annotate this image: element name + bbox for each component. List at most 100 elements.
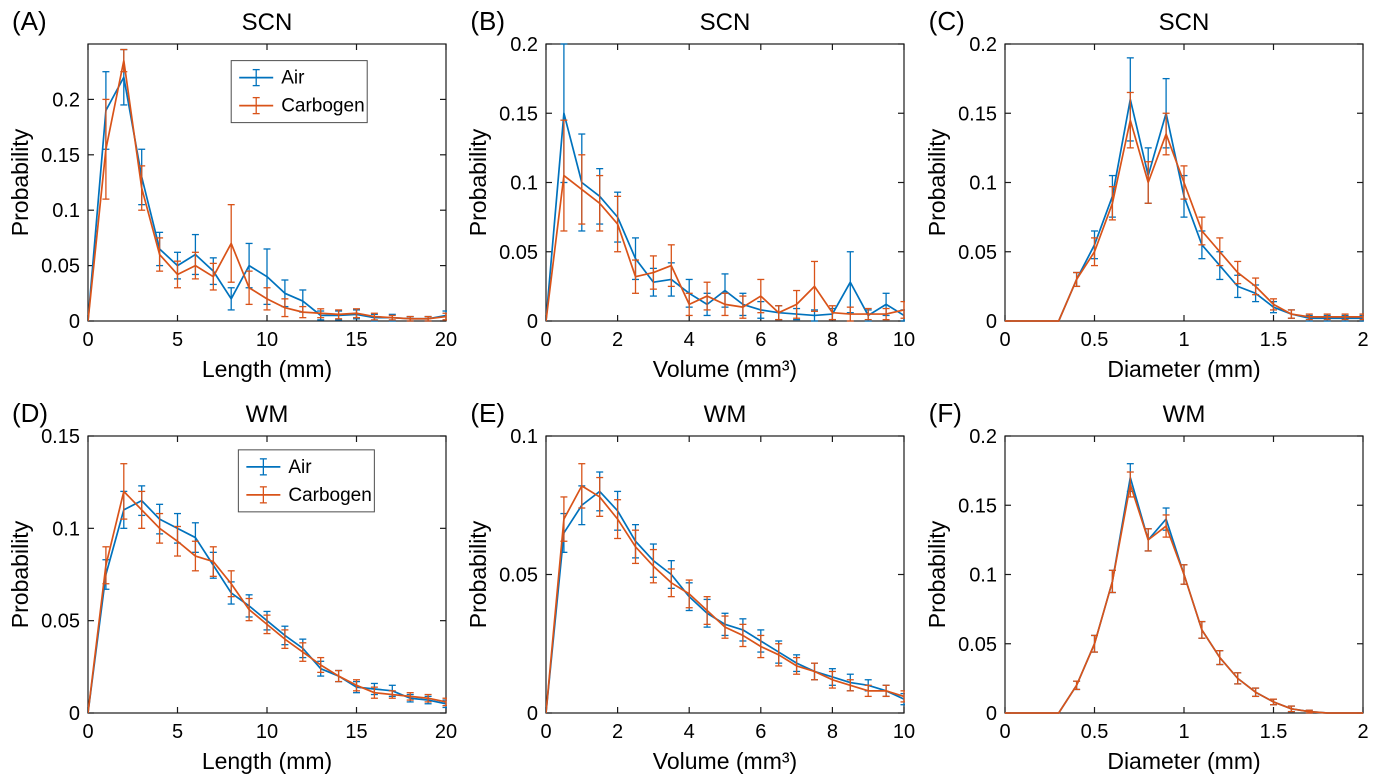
x-tick-label: 1: [1178, 721, 1189, 743]
y-tick-label: 0.1: [511, 173, 539, 195]
y-axis-ticks: 0 0.05 0.1 0.15: [41, 426, 446, 725]
chart-wm-volume: 0 2 4 6 8 10 0 0.05 0.1 WM Volume (mm³) Probability: [465, 401, 915, 774]
x-axis-label: Length (mm): [202, 356, 332, 382]
series-carbogen: [546, 119, 906, 322]
legend-entry-label: Carbogen: [281, 96, 364, 117]
y-tick-label: 0: [527, 311, 538, 333]
legend-box: [237, 448, 375, 512]
y-tick-label: 0.1: [52, 518, 80, 540]
x-tick-label: 1.5: [1259, 329, 1287, 351]
y-tick-label: 0.05: [41, 256, 80, 278]
series-line: [88, 59, 447, 322]
x-tick-label: 6: [756, 329, 767, 351]
y-tick-label: 0.1: [969, 564, 997, 586]
x-axis-ticks: 0 5 10 15 20: [82, 435, 457, 743]
x-tick-label: 2: [612, 721, 623, 743]
y-axis-label: Probability: [924, 128, 950, 236]
x-tick-label: 2: [612, 329, 623, 351]
y-tick-label: 0.05: [499, 564, 538, 586]
y-axis-ticks: 0 0.05 0.1 0.15 0.2: [958, 34, 1363, 333]
series-line: [88, 499, 447, 713]
series-line: [1004, 119, 1363, 322]
y-tick-label: 0.15: [499, 103, 538, 125]
y-tick-label: 0: [986, 703, 997, 725]
x-tick-label: 0: [999, 329, 1010, 351]
y-tick-label: 0.1: [511, 426, 539, 448]
chart-title: SCN: [700, 9, 751, 36]
y-tick-label: 0.2: [52, 89, 80, 111]
x-tick-label: 8: [827, 721, 838, 743]
panel-letter-e: (E): [470, 397, 505, 428]
legend: Air Carbogen: [230, 60, 368, 124]
panel-f: (F) 0 0.5 1 1.5 2 0 0.05 0.1 0.15 0.2 WM Diameter (…: [917, 392, 1375, 783]
panel-letter-b: (B): [470, 6, 505, 36]
y-tick-label: 0.15: [958, 495, 997, 517]
y-axis-ticks: 0 0.05 0.1 0.15 0.2: [499, 34, 905, 333]
panel-letter-f: (F): [928, 397, 962, 428]
series-line: [88, 490, 447, 713]
x-tick-label: 20: [435, 329, 457, 351]
x-tick-label: 0: [541, 329, 552, 351]
y-tick-label: 0.1: [52, 200, 80, 222]
series-carbogen: [1004, 91, 1364, 322]
x-tick-label: 20: [435, 721, 457, 743]
legend-box: [230, 60, 368, 124]
x-axis-ticks: 0 5 10 15 20: [82, 44, 457, 351]
x-axis-ticks: 0 0.5 1 1.5 2: [999, 435, 1368, 743]
chart-title: SCN: [1158, 9, 1209, 36]
panel-letter-c: (C): [928, 6, 965, 36]
x-tick-label: 4: [684, 721, 695, 743]
x-axis-ticks: 0 2 4 6 8 10: [541, 435, 915, 743]
y-tick-label: 0.05: [958, 633, 997, 655]
y-tick-label: 0.05: [958, 242, 997, 264]
panel-d: (D) 0 5 10 15 20 0 0.05 0.1 0.15 WM Length (mm) Pro…: [0, 392, 458, 783]
x-tick-label: 1.5: [1259, 721, 1287, 743]
x-tick-label: 2: [1357, 329, 1368, 351]
y-axis-label: Probability: [7, 128, 33, 236]
panel-letter-d: (D): [12, 397, 49, 428]
chart-wm-length: 0 5 10 15 20 0 0.05 0.1 0.15 WM Length (mm) Probabi…: [7, 401, 457, 774]
panel-letter-a: (A): [12, 6, 47, 36]
chart-title: SCN: [242, 9, 293, 36]
y-axis-label: Probability: [465, 128, 491, 236]
y-axis-ticks: 0 0.05 0.1 0.15 0.2: [41, 89, 446, 333]
x-axis-label: Diameter (mm): [1107, 356, 1260, 382]
y-axis-label: Probability: [465, 520, 491, 628]
panel-b: (B) 0 2 4 6 8 10 0 0.05 0.1 0.15 0.2 SCN Volume (mm³…: [458, 0, 916, 391]
legend: Air Carbogen: [237, 448, 375, 512]
x-axis-label: Length (mm): [202, 748, 332, 774]
y-tick-label: 0: [69, 703, 80, 725]
series-air: [1004, 462, 1363, 714]
y-axis-ticks: 0 0.05 0.1: [499, 426, 905, 725]
x-tick-label: 1: [1178, 329, 1189, 351]
series-line: [1004, 483, 1363, 714]
x-tick-label: 0: [82, 721, 93, 743]
x-tick-label: 5: [172, 721, 183, 743]
y-tick-label: 0.15: [958, 103, 997, 125]
series-carbogen: [88, 48, 447, 322]
x-tick-label: 10: [893, 721, 915, 743]
legend-entry-label: Air: [281, 68, 305, 89]
x-axis-label: Diameter (mm): [1107, 748, 1260, 774]
chart-scn-diameter: 0 0.5 1 1.5 2 0 0.05 0.1 0.15 0.2 SCN Diameter (mm)…: [924, 9, 1369, 382]
y-tick-label: 0.05: [499, 242, 538, 264]
panel-c: (C) 0 0.5 1 1.5 2 0 0.05 0.1 0.15 0.2 SCN Diameter …: [917, 0, 1375, 391]
y-tick-label: 0.05: [41, 610, 80, 632]
legend-entry-label: Carbogen: [288, 484, 371, 505]
x-tick-label: 15: [345, 721, 367, 743]
series-line: [1004, 476, 1363, 714]
y-axis-ticks: 0 0.05 0.1 0.15 0.2: [958, 426, 1363, 725]
x-axis-ticks: 0 0.5 1 1.5 2: [999, 44, 1368, 351]
x-tick-label: 15: [345, 329, 367, 351]
y-tick-label: 0.15: [41, 426, 80, 448]
series-carbogen: [88, 462, 447, 713]
chart-title: WM: [246, 401, 289, 428]
y-tick-label: 0.2: [511, 34, 539, 56]
series-line: [546, 174, 905, 322]
series-line: [546, 484, 905, 713]
y-tick-label: 0.2: [969, 426, 997, 448]
y-tick-label: 0: [69, 311, 80, 333]
y-tick-label: 0.15: [41, 145, 80, 167]
x-tick-label: 8: [827, 329, 838, 351]
